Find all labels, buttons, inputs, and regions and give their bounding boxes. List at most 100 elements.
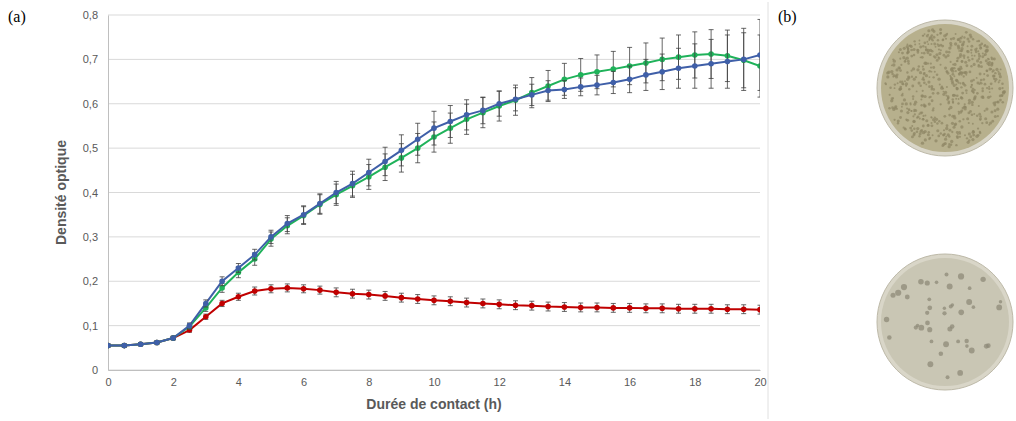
colony (903, 98, 906, 101)
error-bar (595, 55, 600, 89)
error-cap (562, 311, 567, 312)
colony (933, 43, 936, 46)
colony (962, 118, 964, 120)
marker (317, 287, 323, 293)
error-bar (660, 304, 665, 313)
error-bar (692, 304, 697, 313)
colony (922, 78, 924, 80)
colony (937, 39, 939, 41)
colony (946, 70, 948, 72)
colony (913, 109, 915, 111)
colony (928, 103, 931, 106)
tick: 20 (754, 370, 766, 388)
colony (982, 52, 984, 54)
error-bar (627, 47, 632, 84)
colony (999, 300, 1002, 303)
error-cap (236, 293, 241, 294)
error-cap (692, 313, 697, 314)
marker (643, 72, 649, 78)
colony (932, 66, 935, 69)
error-cap (546, 302, 551, 303)
colony (947, 54, 950, 57)
error-cap (725, 88, 730, 89)
marker (513, 97, 519, 103)
markers (108, 285, 760, 348)
tick-label: 0 (92, 364, 98, 376)
error-cap (448, 137, 453, 138)
error-bar (562, 63, 567, 95)
colony (891, 106, 894, 109)
error-bar (317, 286, 322, 294)
colony (989, 91, 991, 93)
tick-label: 20 (754, 376, 766, 388)
error-cap (709, 39, 714, 40)
colony (972, 123, 974, 125)
marker (415, 296, 421, 302)
marker (236, 294, 242, 300)
colony (912, 98, 914, 100)
error-bar (269, 230, 274, 243)
colony (943, 129, 945, 131)
colony (916, 131, 919, 134)
colony (921, 94, 924, 97)
colony (905, 58, 907, 60)
colony (900, 110, 903, 113)
line (108, 54, 760, 346)
colony (897, 66, 900, 69)
colony (930, 340, 934, 344)
colony (946, 124, 949, 127)
colony (902, 83, 904, 85)
error-cap (595, 54, 600, 55)
line (108, 55, 760, 346)
colony (973, 92, 975, 94)
error-cap (709, 313, 714, 314)
tick-label: 6 (301, 376, 307, 388)
colony (931, 99, 934, 102)
colony (924, 41, 927, 44)
colony (969, 135, 972, 138)
colony (970, 86, 973, 89)
error-cap (562, 80, 567, 81)
colony (927, 297, 931, 301)
colony (979, 61, 982, 64)
colony (913, 103, 916, 106)
marker (431, 125, 437, 131)
colony (993, 75, 996, 78)
error-bar (285, 284, 290, 292)
line (108, 288, 760, 346)
colony (942, 134, 944, 136)
colony (936, 122, 938, 124)
colony (933, 55, 935, 57)
colony (980, 43, 983, 46)
colony (972, 134, 975, 137)
error-bar (692, 44, 697, 88)
y-axis: 00,10,20,30,40,50,60,70,8 (83, 9, 109, 376)
marker (268, 286, 274, 292)
marker (203, 301, 209, 307)
colony (930, 71, 932, 73)
colony (914, 325, 918, 329)
colony (904, 80, 906, 82)
colony (971, 58, 973, 60)
colony (957, 67, 960, 70)
colony (910, 103, 912, 105)
colony (997, 115, 999, 117)
tick-label: 14 (559, 376, 571, 388)
error-cap (269, 230, 274, 231)
error-bar (725, 305, 730, 314)
marker (431, 298, 437, 304)
marker (578, 84, 584, 90)
error-cap (252, 295, 257, 296)
error-bar (709, 304, 714, 313)
marker (317, 201, 323, 207)
colony (886, 71, 889, 74)
error-cap (220, 292, 225, 293)
colony (971, 101, 974, 104)
markers (108, 51, 760, 348)
error-cap (643, 90, 648, 91)
marker (741, 306, 747, 312)
colony (964, 107, 967, 110)
grid-line (108, 192, 760, 193)
colony (937, 78, 940, 81)
error-bars (108, 19, 760, 346)
